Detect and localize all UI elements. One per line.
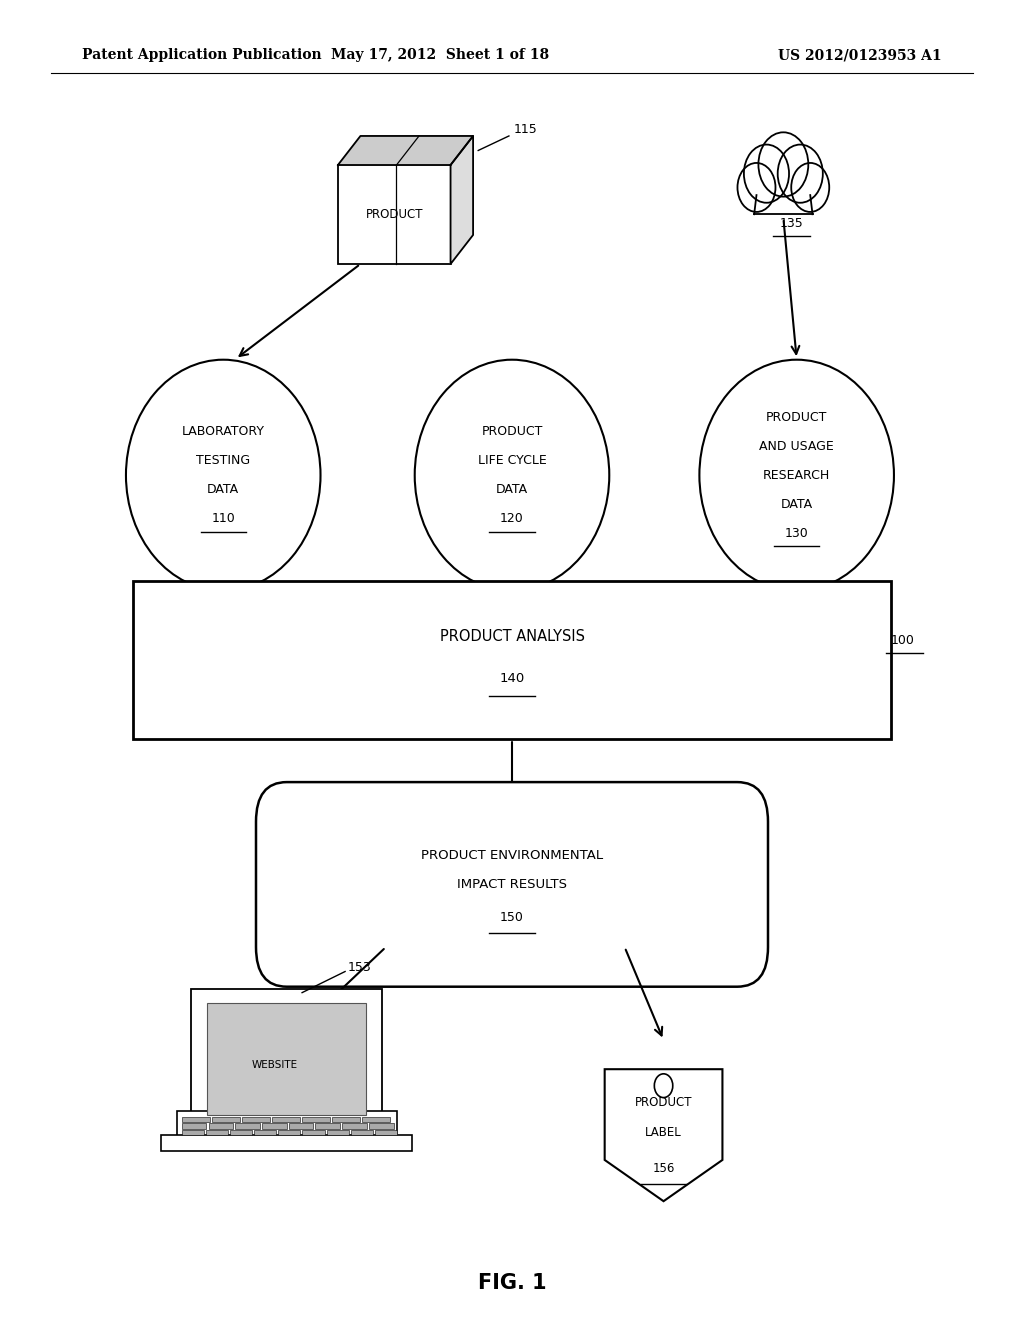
- Text: WEBSITE: WEBSITE: [251, 1060, 298, 1071]
- FancyBboxPatch shape: [375, 1130, 397, 1135]
- Text: DATA: DATA: [496, 483, 528, 496]
- FancyBboxPatch shape: [351, 1130, 373, 1135]
- FancyBboxPatch shape: [177, 1111, 397, 1138]
- Text: 100: 100: [891, 634, 914, 647]
- Polygon shape: [451, 136, 473, 264]
- Text: Patent Application Publication: Patent Application Publication: [82, 49, 322, 62]
- FancyBboxPatch shape: [254, 1130, 276, 1135]
- Circle shape: [759, 132, 808, 197]
- Polygon shape: [338, 136, 473, 165]
- FancyBboxPatch shape: [760, 169, 807, 195]
- FancyBboxPatch shape: [289, 1123, 313, 1129]
- FancyBboxPatch shape: [182, 1130, 204, 1135]
- Text: IMPACT RESULTS: IMPACT RESULTS: [457, 878, 567, 891]
- FancyBboxPatch shape: [327, 1130, 349, 1135]
- Circle shape: [743, 145, 790, 203]
- Text: LABEL: LABEL: [645, 1126, 682, 1139]
- Circle shape: [654, 1074, 673, 1098]
- FancyBboxPatch shape: [302, 1130, 325, 1135]
- Text: TESTING: TESTING: [197, 454, 250, 467]
- FancyBboxPatch shape: [262, 1123, 287, 1129]
- Text: PRODUCT ENVIRONMENTAL: PRODUCT ENVIRONMENTAL: [421, 849, 603, 862]
- Polygon shape: [604, 1069, 723, 1201]
- FancyBboxPatch shape: [315, 1123, 340, 1129]
- Text: LIFE CYCLE: LIFE CYCLE: [477, 454, 547, 467]
- Text: May 17, 2012  Sheet 1 of 18: May 17, 2012 Sheet 1 of 18: [331, 49, 550, 62]
- FancyBboxPatch shape: [242, 1117, 270, 1122]
- Text: PRODUCT: PRODUCT: [481, 425, 543, 438]
- Text: PRODUCT ANALYSIS: PRODUCT ANALYSIS: [439, 628, 585, 644]
- Circle shape: [777, 145, 823, 203]
- FancyBboxPatch shape: [191, 989, 383, 1137]
- FancyBboxPatch shape: [272, 1117, 300, 1122]
- Ellipse shape: [699, 359, 894, 590]
- Text: US 2012/0123953 A1: US 2012/0123953 A1: [778, 49, 942, 62]
- Text: PRODUCT: PRODUCT: [766, 411, 827, 424]
- FancyBboxPatch shape: [236, 1123, 260, 1129]
- Text: 115: 115: [514, 123, 538, 136]
- Text: 135: 135: [779, 216, 804, 230]
- Text: 156: 156: [652, 1162, 675, 1175]
- Text: DATA: DATA: [207, 483, 240, 496]
- Text: 140: 140: [500, 672, 524, 685]
- FancyBboxPatch shape: [209, 1123, 233, 1129]
- FancyBboxPatch shape: [208, 1003, 367, 1115]
- FancyBboxPatch shape: [230, 1130, 252, 1135]
- FancyBboxPatch shape: [212, 1117, 240, 1122]
- FancyBboxPatch shape: [342, 1123, 367, 1129]
- FancyBboxPatch shape: [162, 1135, 412, 1151]
- Text: AND USAGE: AND USAGE: [760, 440, 834, 453]
- Text: 130: 130: [784, 527, 809, 540]
- Text: PRODUCT: PRODUCT: [366, 209, 423, 220]
- Text: RESEARCH: RESEARCH: [763, 469, 830, 482]
- FancyBboxPatch shape: [182, 1123, 207, 1129]
- Text: 110: 110: [211, 512, 236, 525]
- Ellipse shape: [415, 359, 609, 590]
- Text: LABORATORY: LABORATORY: [181, 425, 265, 438]
- Text: FIG. 1: FIG. 1: [477, 1272, 547, 1294]
- FancyBboxPatch shape: [338, 165, 451, 264]
- Text: PRODUCT: PRODUCT: [635, 1096, 692, 1109]
- FancyBboxPatch shape: [302, 1117, 330, 1122]
- FancyBboxPatch shape: [182, 1117, 210, 1122]
- FancyBboxPatch shape: [752, 176, 815, 214]
- FancyBboxPatch shape: [279, 1130, 300, 1135]
- FancyBboxPatch shape: [256, 781, 768, 986]
- FancyBboxPatch shape: [332, 1117, 360, 1122]
- Text: 150: 150: [500, 911, 524, 924]
- Text: 120: 120: [500, 512, 524, 525]
- FancyBboxPatch shape: [133, 581, 891, 739]
- FancyBboxPatch shape: [206, 1130, 228, 1135]
- Ellipse shape: [126, 359, 321, 590]
- Text: DATA: DATA: [780, 498, 813, 511]
- FancyBboxPatch shape: [369, 1123, 393, 1129]
- Circle shape: [792, 162, 829, 213]
- Circle shape: [737, 162, 775, 213]
- FancyBboxPatch shape: [362, 1117, 390, 1122]
- Text: 153: 153: [348, 961, 372, 974]
